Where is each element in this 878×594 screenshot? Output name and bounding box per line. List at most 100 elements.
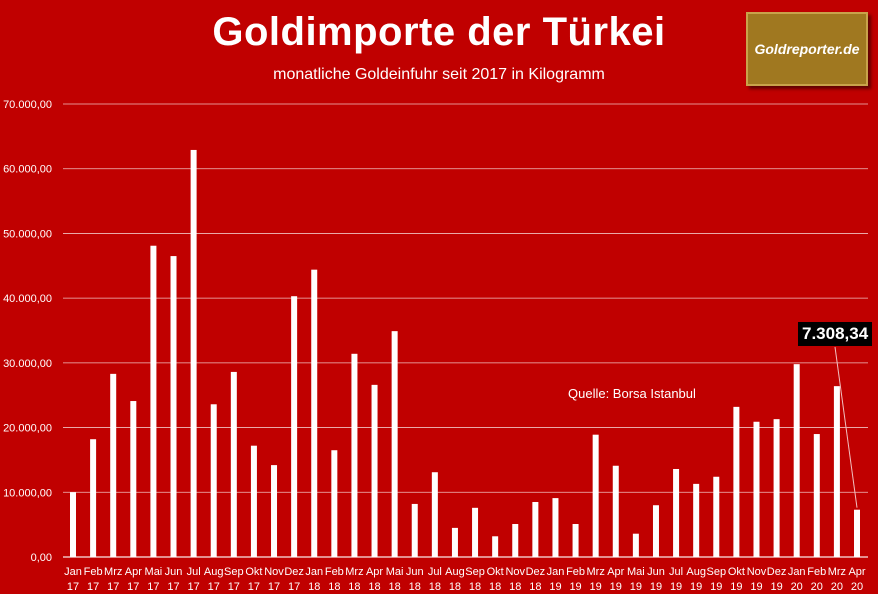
x-tick-label-year: 20: [831, 581, 843, 593]
x-tick-label-year: 18: [529, 581, 541, 593]
x-tick-label-month: Mai: [386, 566, 404, 578]
bar: [552, 498, 559, 557]
source-note: Quelle: Borsa Istanbul: [568, 386, 696, 401]
x-tick-label-month: Mrz: [345, 566, 363, 578]
x-tick-label-month: Sep: [224, 566, 244, 578]
x-tick-label-year: 18: [509, 581, 521, 593]
x-tick-label-year: 19: [710, 581, 722, 593]
x-tick-label-year: 18: [449, 581, 461, 593]
x-tick-label-year: 17: [208, 581, 220, 593]
x-tick-label-month: Mrz: [104, 566, 122, 578]
x-tick-label-month: Jan: [788, 566, 806, 578]
goldreporter-logo: Goldreporter.de: [746, 12, 868, 86]
x-tick-label-year: 18: [308, 581, 320, 593]
x-tick-label-month: Sep: [465, 566, 485, 578]
bar: [652, 505, 659, 557]
x-tick-label-month: Okt: [487, 566, 504, 578]
x-tick-label-month: Nov: [505, 566, 525, 578]
bar: [532, 501, 539, 557]
x-tick-label-year: 18: [389, 581, 401, 593]
x-tick-label-year: 19: [650, 581, 662, 593]
x-tick-label-year: 17: [67, 581, 79, 593]
x-tick-label-year: 18: [469, 581, 481, 593]
bar: [693, 483, 700, 557]
x-tick-label-year: 19: [670, 581, 682, 593]
x-tick-label-month: Jun: [165, 566, 183, 578]
x-tick-label-year: 17: [248, 581, 260, 593]
x-tick-label-month: Apr: [125, 566, 142, 578]
x-tick-label-month: Nov: [747, 566, 767, 578]
x-tick-label-month: Aug: [686, 566, 706, 578]
x-tick-label-year: 19: [610, 581, 622, 593]
bar: [311, 269, 318, 557]
x-tick-label-year: 18: [328, 581, 340, 593]
callout-leader-line: [834, 346, 858, 508]
x-tick-label-year: 17: [167, 581, 179, 593]
x-tick-label-month: Jan: [547, 566, 565, 578]
x-tick-label-month: Jan: [64, 566, 82, 578]
bar: [130, 401, 137, 557]
bar: [90, 439, 97, 557]
x-tick-label-year: 20: [791, 581, 803, 593]
x-tick-label-month: Mrz: [587, 566, 605, 578]
y-tick-label: 10.000,00: [3, 487, 52, 499]
bar: [371, 384, 378, 557]
x-tick-label-year: 20: [851, 581, 863, 593]
x-tick-label-year: 17: [228, 581, 240, 593]
bar: [733, 406, 740, 557]
x-tick-label-month: Aug: [204, 566, 224, 578]
x-tick-label-month: Dez: [767, 566, 787, 578]
bar: [512, 523, 519, 557]
x-tick-label-month: Dez: [284, 566, 304, 578]
x-tick-label-year: 17: [107, 581, 119, 593]
bar: [190, 149, 197, 557]
x-tick-label-month: Jul: [187, 566, 201, 578]
x-tick-label-year: 17: [187, 581, 199, 593]
x-tick-label-month: Mrz: [828, 566, 846, 578]
bar: [612, 465, 619, 557]
bar: [773, 419, 780, 557]
y-tick-label: 60.000,00: [3, 164, 52, 176]
x-tick-label-month: Feb: [566, 566, 585, 578]
x-tick-label-month: Feb: [325, 566, 344, 578]
x-tick-label-year: 19: [770, 581, 782, 593]
x-tick-label-year: 17: [147, 581, 159, 593]
x-tick-label-year: 18: [489, 581, 501, 593]
bar: [431, 472, 438, 557]
x-tick-label-month: Jun: [406, 566, 424, 578]
bar: [150, 245, 157, 557]
x-tick-label-month: Apr: [366, 566, 383, 578]
y-tick-label: 50.000,00: [3, 228, 52, 240]
y-tick-label: 0,00: [31, 552, 52, 564]
x-tick-label-year: 20: [811, 581, 823, 593]
x-tick-label-year: 17: [268, 581, 280, 593]
x-tick-label-month: Jan: [305, 566, 323, 578]
x-tick-label-month: Apr: [607, 566, 624, 578]
last-value-callout: 7.308,34: [798, 322, 873, 346]
x-tick-label-year: 19: [569, 581, 581, 593]
x-tick-label-month: Jun: [647, 566, 665, 578]
x-tick-label-year: 18: [409, 581, 421, 593]
x-tick-label-month: Dez: [526, 566, 546, 578]
bar: [291, 296, 298, 557]
x-tick-label-year: 19: [690, 581, 702, 593]
bar: [854, 509, 860, 557]
bar: [411, 503, 418, 557]
y-tick-label: 40.000,00: [3, 293, 52, 305]
x-tick-label-month: Mai: [627, 566, 645, 578]
bar: [833, 386, 840, 557]
y-tick-label: 20.000,00: [3, 423, 52, 435]
x-tick-label-month: Okt: [245, 566, 262, 578]
bar: [713, 476, 720, 557]
bar: [472, 507, 479, 557]
bar: [492, 536, 499, 557]
x-tick-label-month: Feb: [807, 566, 826, 578]
bar: [271, 465, 278, 557]
bar: [250, 445, 257, 557]
x-tick-label-year: 19: [730, 581, 742, 593]
x-tick-label-month: Jul: [428, 566, 442, 578]
bar: [230, 371, 237, 557]
bar: [391, 331, 398, 557]
x-tick-label-month: Okt: [728, 566, 745, 578]
